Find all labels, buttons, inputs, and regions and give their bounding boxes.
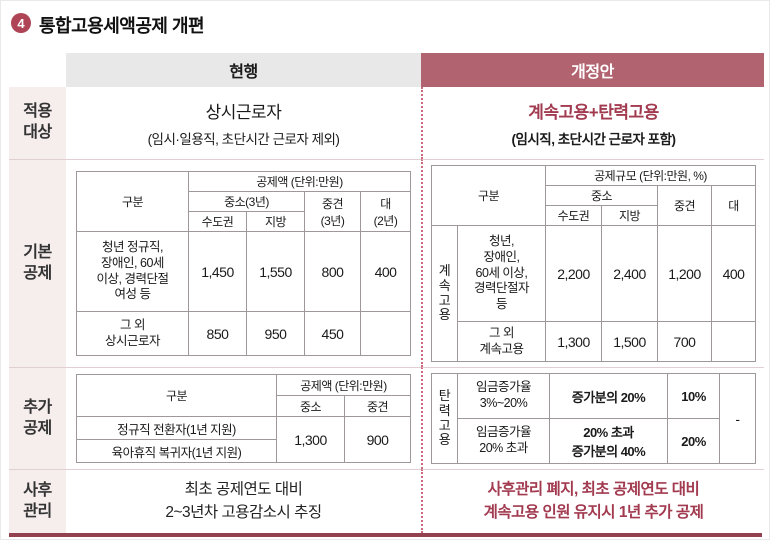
basic-revised-cell: 구분 공제규모 (단위:만원, %) 중소 중견 대 수도권 지방 계 속 고 … <box>421 159 764 367</box>
value-cell: 700 <box>656 321 712 362</box>
extra-current-mid-header: 중견 <box>343 395 412 417</box>
extra-revised-row2-label: 임금증가율 20% 초과 <box>457 418 550 464</box>
basic-current-large-header: 대 (2년) <box>359 191 412 232</box>
row-label-extra: 추가 공제 <box>9 367 66 469</box>
basic-current-row2-label: 그 외 상시근로자 <box>75 311 189 356</box>
basic-revised-row2-label: 그 외 계속고용 <box>456 321 546 362</box>
extra-current-small-header: 중소 <box>275 395 345 417</box>
extra-current-gubun-header: 구분 <box>75 374 277 417</box>
extra-current-row2-label: 육아휴직 복귀자(1년 지원) <box>75 439 277 463</box>
extra-revised-row1-label: 임금증가율 3%~20% <box>457 373 550 419</box>
value-cell: 1,500 <box>600 321 658 362</box>
basic-revised-region-header: 지방 <box>600 205 658 226</box>
na-cell: - <box>719 373 756 464</box>
value-cell: 800 <box>303 231 361 312</box>
table-corner-cell <box>9 53 66 87</box>
extra-revised-table: 탄 력 고 용 임금증가율 3%~20% 증가분의 20% 10% - 임금증가… <box>431 373 756 464</box>
target-revised-sub: (임시직, 초단시간 근로자 포함) <box>511 132 676 147</box>
row-label-target-text: 적용 대상 <box>23 103 52 141</box>
basic-current-region-header: 지방 <box>245 211 305 232</box>
row-label-basic-text: 기본 공제 <box>23 243 52 282</box>
comparison-table: 현행 개정안 적용 대상 상시근로자 (임시·일용직, 초단시간 근로자 제외)… <box>9 53 764 537</box>
post-current-cell: 최초 공제연도 대비 2~3년차 고용감소시 추징 <box>66 469 421 533</box>
title-number-badge: 4 <box>11 13 31 33</box>
basic-revised-amount-header: 공제규모 (단위:만원, %) <box>544 165 757 186</box>
target-current-cell: 상시근로자 (임시·일용직, 초단시간 근로자 제외) <box>66 87 421 159</box>
empty-cell <box>359 311 412 356</box>
target-current-main: 상시근로자 <box>205 103 282 122</box>
extra-current-amount-header: 공제액 (단위:만원) <box>275 374 412 396</box>
basic-revised-mid-header: 중견 <box>656 185 712 226</box>
basic-revised-table: 구분 공제규모 (단위:만원, %) 중소 중견 대 수도권 지방 계 속 고 … <box>430 165 757 362</box>
value-cell: 900 <box>343 416 412 463</box>
value-cell: 450 <box>303 311 361 356</box>
basic-current-row1-label: 청년 정규직, 장애인, 60세 이상, 경력단절 여성 등 <box>75 231 189 312</box>
value-cell: 증가분의 20% <box>549 373 668 419</box>
post-revised-text: 사후관리 폐지, 최초 공제연도 대비 계속고용 인원 유지시 1년 추가 공제 <box>483 481 704 521</box>
basic-current-gubun-header: 구분 <box>75 171 189 232</box>
post-current-text: 최초 공제연도 대비 2~3년차 고용감소시 추징 <box>165 481 322 521</box>
target-revised-cell: 계속고용+탄력고용 (임시직, 초단시간 근로자 포함) <box>421 87 764 159</box>
value-cell: 1,550 <box>245 231 305 312</box>
value-cell: 20% 초과 증가분의 40% <box>549 418 668 464</box>
value-cell: 400 <box>710 225 757 322</box>
basic-current-capital-header: 수도권 <box>187 211 247 232</box>
basic-current-mid-header: 중견 (3년) <box>303 191 361 232</box>
basic-revised-row1-label: 청년, 장애인, 60세 이상, 경력단절자 등 <box>456 225 546 322</box>
value-cell: 1,300 <box>544 321 602 362</box>
row-label-target: 적용 대상 <box>9 87 66 159</box>
title-text: 통합고용세액공제 개편 <box>39 16 205 36</box>
row-label-basic: 기본 공제 <box>9 159 66 367</box>
basic-revised-small-header: 중소 <box>544 185 658 206</box>
value-cell: 10% <box>667 373 720 419</box>
basic-revised-gubun-header: 구분 <box>430 165 546 226</box>
extra-current-table: 구분 공제액 (단위:만원) 중소 중견 정규직 전환자(1년 지원) 1,30… <box>75 374 412 463</box>
column-header-current: 현행 <box>66 53 421 87</box>
basic-revised-large-header: 대 <box>710 185 757 226</box>
extra-current-cell: 구분 공제액 (단위:만원) 중소 중견 정규직 전환자(1년 지원) 1,30… <box>66 367 421 469</box>
extra-revised-cell: 탄 력 고 용 임금증가율 3%~20% 증가분의 20% 10% - 임금증가… <box>421 367 764 469</box>
empty-cell <box>710 321 757 362</box>
value-cell: 20% <box>667 418 720 464</box>
basic-current-amount-header: 공제액 (단위:만원) <box>187 171 412 192</box>
row-label-extra-text: 추가 공제 <box>23 398 52 437</box>
continuous-employment-group-label: 계 속 고 용 <box>430 225 458 362</box>
target-current-sub: (임시·일용직, 초단시간 근로자 제외) <box>147 132 340 147</box>
flexible-employment-group-label: 탄 력 고 용 <box>431 373 458 464</box>
value-cell: 400 <box>359 231 412 312</box>
post-revised-cell: 사후관리 폐지, 최초 공제연도 대비 계속고용 인원 유지시 1년 추가 공제 <box>421 469 764 533</box>
value-cell: 2,200 <box>544 225 602 322</box>
value-cell: 1,450 <box>187 231 247 312</box>
extra-current-row1-label: 정규직 전환자(1년 지원) <box>75 416 277 440</box>
column-header-revised: 개정안 <box>421 53 764 87</box>
value-cell: 950 <box>245 311 305 356</box>
value-cell: 2,400 <box>600 225 658 322</box>
target-revised-main: 계속고용+탄력고용 <box>528 103 659 122</box>
basic-revised-capital-header: 수도권 <box>544 205 602 226</box>
basic-current-table: 구분 공제액 (단위:만원) 중소(3년) 중견 (3년) 대 (2년) 수도권… <box>75 171 412 356</box>
row-label-post-text: 사후 관리 <box>23 481 52 520</box>
value-cell: 1,200 <box>656 225 712 322</box>
row-label-post: 사후 관리 <box>9 469 66 533</box>
basic-current-small-header: 중소(3년) <box>187 191 305 212</box>
value-cell: 1,300 <box>275 416 345 463</box>
value-cell: 850 <box>187 311 247 356</box>
page-title: 4 통합고용세액공제 개편 <box>9 9 762 53</box>
basic-current-cell: 구분 공제액 (단위:만원) 중소(3년) 중견 (3년) 대 (2년) 수도권… <box>66 159 421 367</box>
